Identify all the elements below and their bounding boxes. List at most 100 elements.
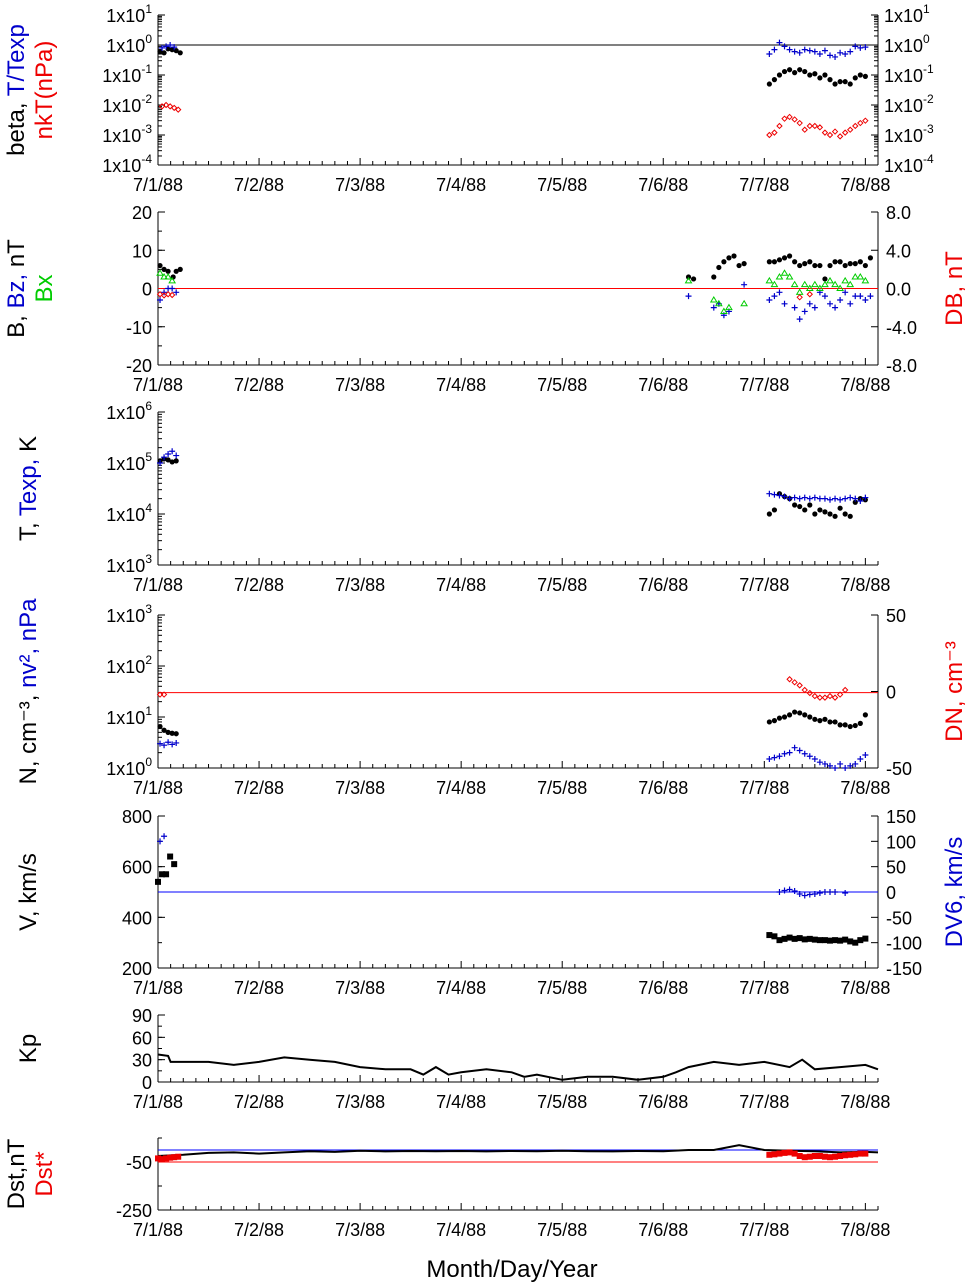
data-point — [821, 889, 828, 895]
data-point — [792, 259, 798, 265]
data-point — [721, 259, 727, 265]
data-point — [811, 48, 818, 55]
data-point — [792, 709, 798, 715]
data-point — [797, 503, 803, 510]
data-point — [771, 259, 778, 265]
x-tick-label: 7/6/88 — [638, 978, 688, 998]
y-right-tick-label: 50 — [886, 606, 906, 626]
data-point — [771, 933, 778, 940]
data-point — [781, 300, 788, 307]
x-tick-label: 7/1/88 — [133, 175, 183, 195]
data-point — [710, 304, 717, 311]
data-point — [832, 81, 838, 87]
data-point — [736, 262, 742, 269]
data-point — [786, 676, 793, 683]
data-point — [786, 886, 793, 893]
data-point — [801, 1154, 808, 1161]
panel-imf: 7/1/88 7/2/88 7/3/88 7/4/88 7/5/88 7/6/88 7/7/… — [3, 203, 968, 395]
data-point — [169, 285, 176, 292]
data-point — [171, 44, 178, 51]
data-point — [837, 722, 843, 728]
data-point — [165, 739, 172, 746]
data-point — [827, 262, 833, 269]
x-tick-label: 7/1/88 — [133, 1220, 183, 1240]
data-point — [812, 716, 818, 722]
data-point — [771, 507, 778, 513]
data-point — [841, 129, 849, 136]
data-point — [842, 936, 849, 943]
data-point — [771, 491, 778, 498]
data-point — [821, 293, 828, 300]
y-right-tick-label: -50 — [886, 908, 912, 928]
data-point — [162, 101, 170, 109]
data-point — [827, 937, 833, 944]
data-point — [862, 1150, 869, 1157]
x-tick-label: 7/8/88 — [840, 778, 890, 798]
y-axis-label: T, Texp, K — [15, 436, 42, 541]
x-tick-label: 7/8/88 — [840, 575, 890, 595]
data-point — [836, 133, 844, 140]
x-tick-label: 7/8/88 — [840, 375, 890, 395]
data-point — [766, 490, 773, 497]
data-point — [841, 686, 849, 694]
y-axis-label-2: Dst* — [31, 1151, 58, 1196]
y-tick-label: 1x104 — [106, 501, 152, 525]
data-point — [811, 891, 818, 898]
data-point — [852, 939, 859, 946]
x-tick-label: 7/2/88 — [234, 778, 284, 798]
x-tick-label: 7/2/88 — [234, 175, 284, 195]
data-point — [841, 276, 850, 284]
data-point — [816, 759, 823, 766]
data-point — [731, 253, 737, 259]
data-point — [827, 77, 833, 83]
data-point — [791, 679, 798, 686]
y-tick-label: -20 — [126, 356, 152, 376]
data-point — [796, 495, 803, 502]
data-point — [827, 762, 833, 769]
data-point — [168, 276, 177, 284]
data-point — [155, 1155, 161, 1162]
x-tick-label: 7/4/88 — [436, 375, 486, 395]
y-tick-label: 400 — [122, 908, 152, 928]
data-point — [837, 259, 843, 265]
y-right-tick-label: 0 — [886, 883, 896, 903]
data-point — [801, 750, 808, 757]
data-point — [766, 259, 772, 265]
data-point — [781, 43, 788, 50]
data-point — [842, 890, 849, 897]
data-point — [836, 691, 844, 698]
data-point — [786, 46, 793, 53]
data-point — [156, 291, 164, 298]
data-point — [807, 259, 813, 265]
data-point — [862, 262, 868, 269]
data-point — [173, 458, 179, 464]
y-right-tick-label: -150 — [886, 959, 922, 979]
data-point — [826, 692, 834, 700]
data-point — [842, 79, 848, 85]
data-point — [847, 762, 854, 769]
data-point — [816, 124, 824, 131]
data-point — [832, 889, 839, 895]
data-point — [781, 714, 788, 720]
x-tick-label: 7/7/88 — [739, 1092, 789, 1112]
data-point — [740, 299, 748, 307]
data-point — [781, 935, 788, 942]
data-point — [827, 511, 833, 517]
x-tick-label: 7/3/88 — [335, 1092, 385, 1112]
data-point — [164, 273, 172, 280]
data-point — [786, 934, 793, 941]
data-point — [801, 308, 808, 315]
data-point — [156, 691, 164, 698]
y-right-tick-label: -50 — [886, 759, 912, 779]
y-tick-label: 1x102 — [106, 653, 152, 677]
data-point — [811, 692, 819, 700]
data-point — [766, 131, 773, 139]
data-point — [862, 494, 869, 501]
data-point — [797, 262, 803, 269]
y-tick-label: 800 — [122, 807, 152, 827]
y-right-tick-label: 1x10-4 — [884, 152, 934, 176]
data-point — [741, 261, 747, 267]
data-point — [771, 46, 778, 53]
data-point — [862, 751, 869, 758]
data-point — [811, 1153, 818, 1159]
